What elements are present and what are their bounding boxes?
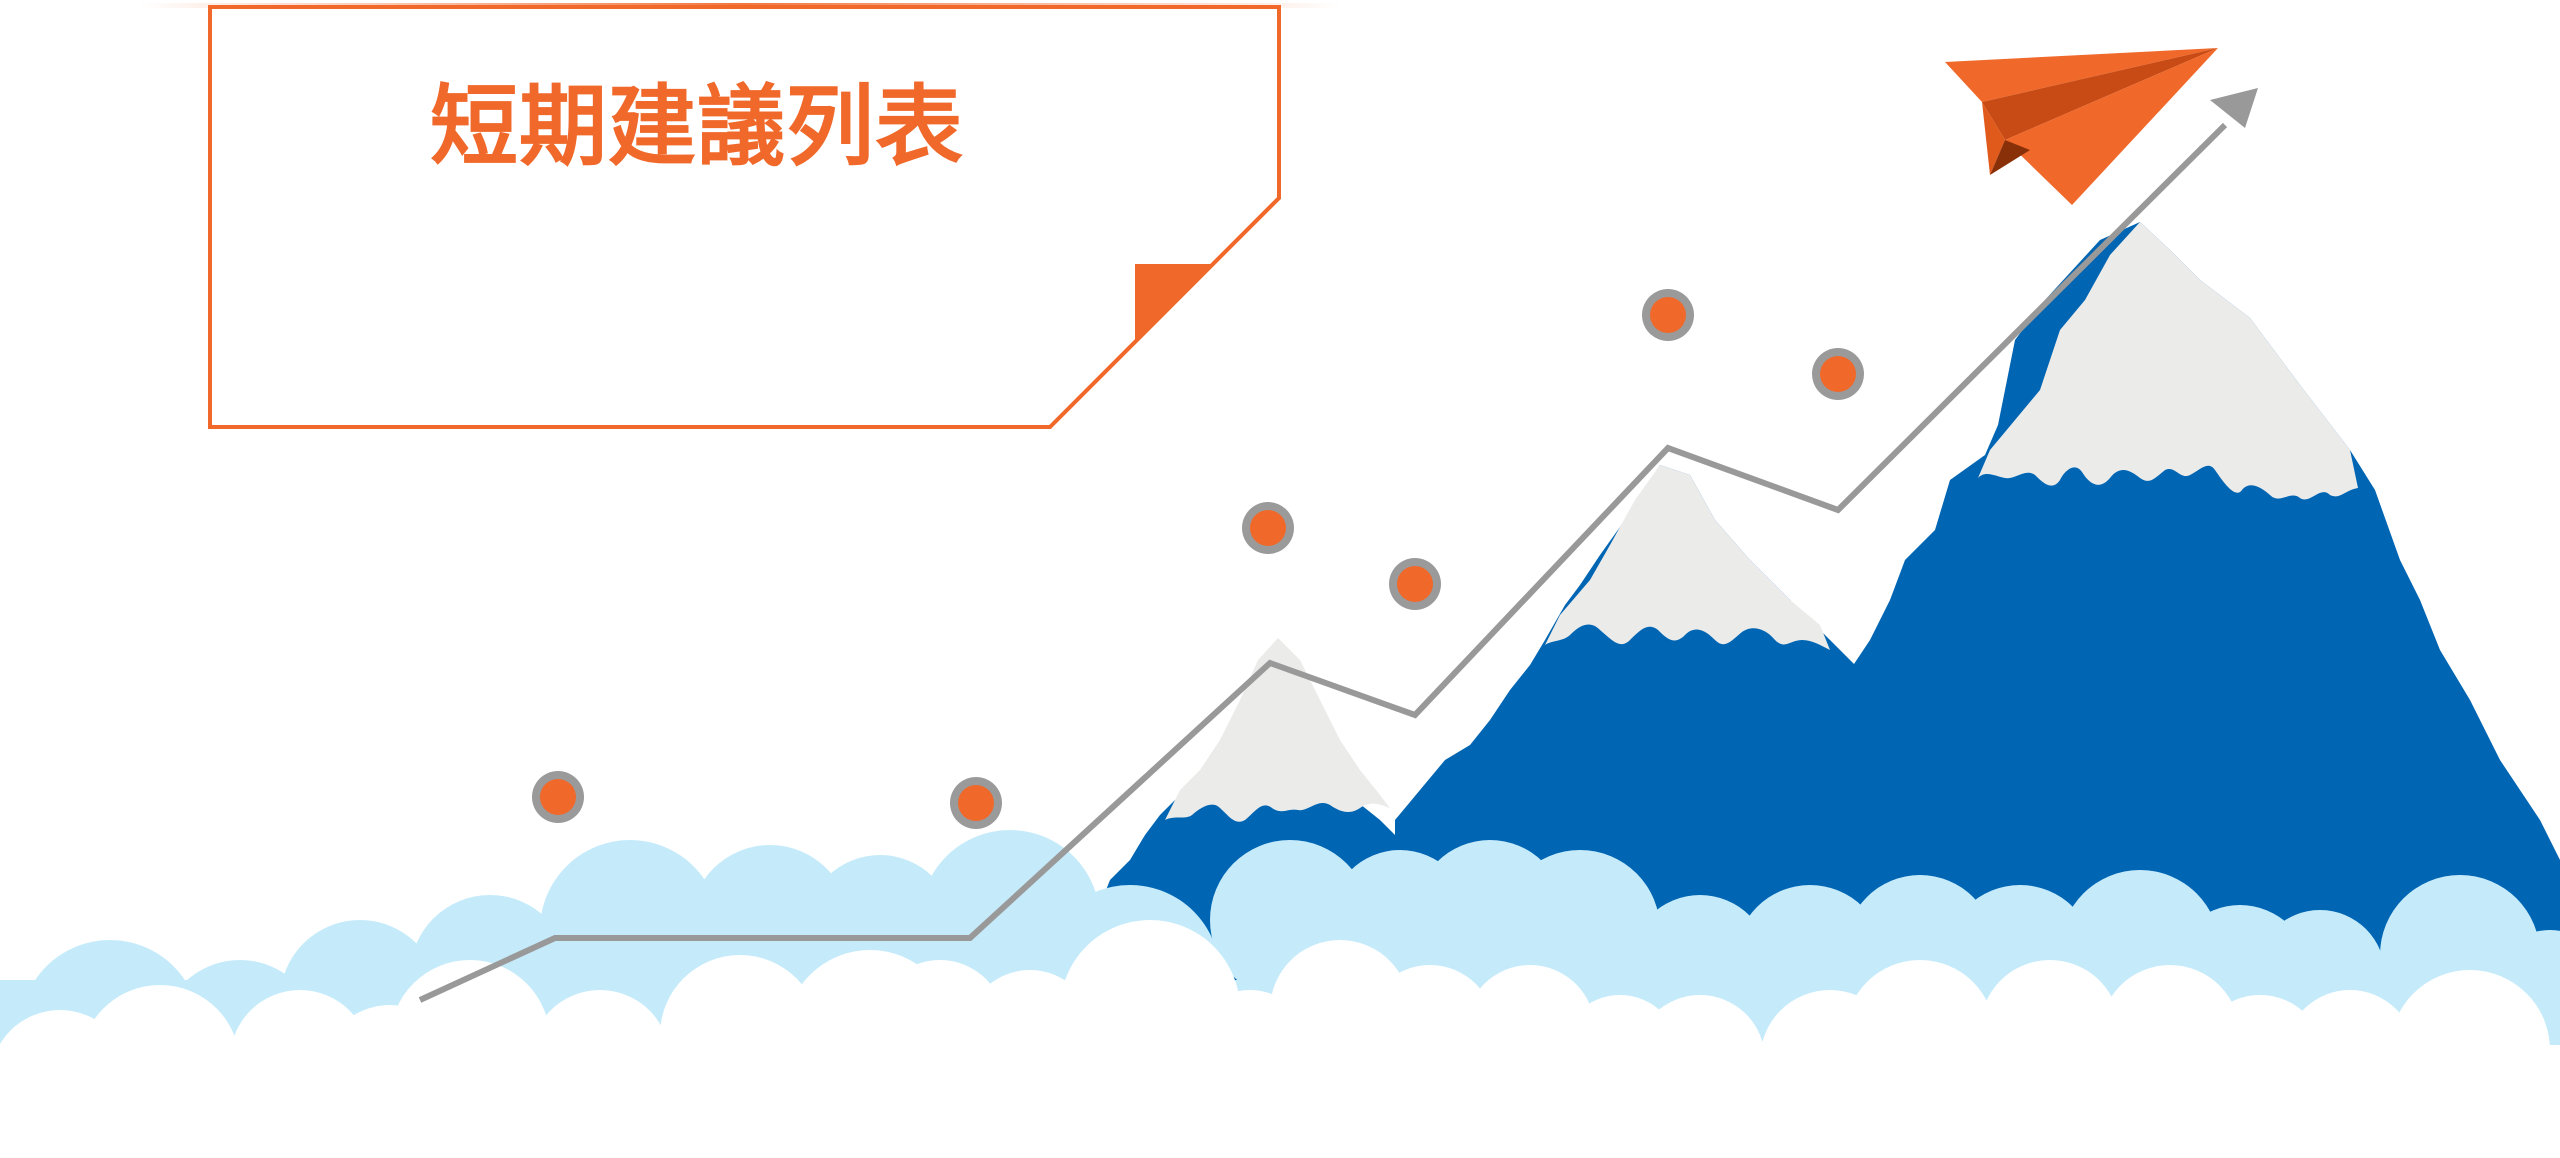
trend-arrow-icon (2210, 88, 2258, 128)
trend-line (418, 122, 2228, 1003)
page-title: 短期建議列表 (430, 75, 965, 178)
paper-plane-icon (1945, 48, 2218, 205)
mountain-left-snow (1165, 638, 1390, 822)
data-point (1642, 289, 1694, 341)
data-points (532, 289, 1864, 829)
data-point (1242, 502, 1294, 554)
data-point (1389, 558, 1441, 610)
mountain-right (1800, 222, 2560, 1000)
title-frame (208, 5, 1281, 429)
mountain-right-snow (1978, 222, 2358, 500)
mountain-middle-snow (1545, 465, 1830, 650)
clouds-front (0, 920, 2560, 1158)
data-point (1812, 348, 1864, 400)
title-frame-corner (1135, 264, 1211, 340)
data-point (532, 771, 584, 823)
data-point (950, 777, 1002, 829)
